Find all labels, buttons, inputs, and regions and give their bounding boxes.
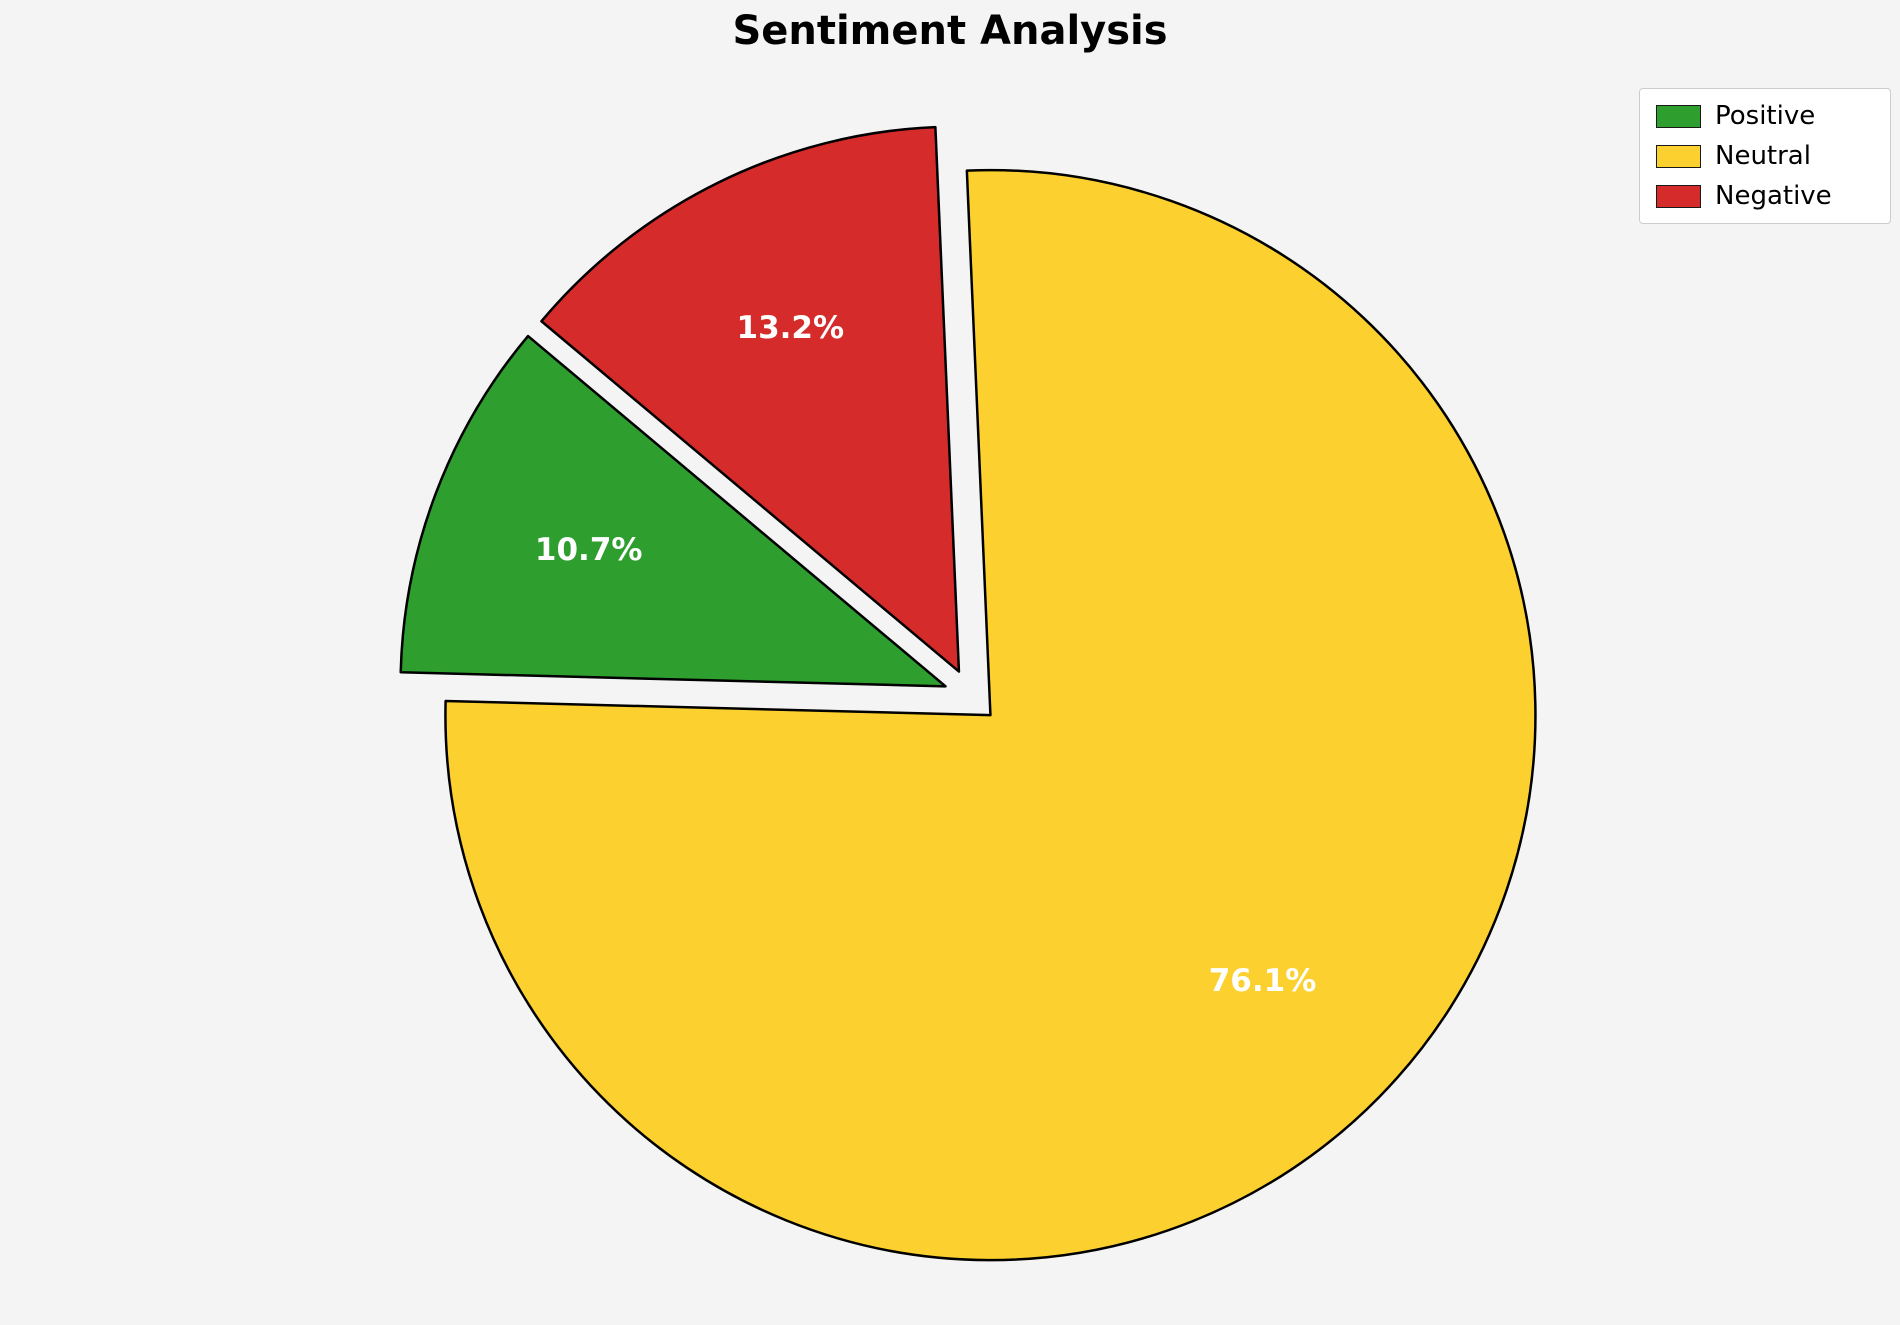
legend-label-negative: Negative bbox=[1715, 181, 1832, 211]
pie-slice-neutral bbox=[444, 168, 1537, 1262]
pct-label-positive: 10.7% bbox=[535, 532, 643, 568]
pie-slice-negative bbox=[540, 125, 961, 673]
chart-title: Sentiment Analysis bbox=[732, 8, 1168, 54]
legend-label-neutral: Neutral bbox=[1715, 141, 1811, 171]
legend-item-negative: Negative bbox=[1656, 183, 1874, 209]
legend-label-positive: Positive bbox=[1715, 101, 1816, 131]
legend: Positive Neutral Negative bbox=[1639, 88, 1891, 224]
legend-item-positive: Positive bbox=[1656, 103, 1874, 129]
pie-slice-positive bbox=[399, 334, 947, 688]
legend-swatch-positive bbox=[1656, 104, 1701, 128]
pct-label-negative: 13.2% bbox=[737, 310, 845, 346]
legend-swatch-neutral bbox=[1656, 144, 1701, 168]
legend-item-neutral: Neutral bbox=[1656, 143, 1874, 169]
legend-swatch-negative bbox=[1656, 184, 1701, 208]
pct-label-neutral: 76.1% bbox=[1209, 963, 1317, 999]
